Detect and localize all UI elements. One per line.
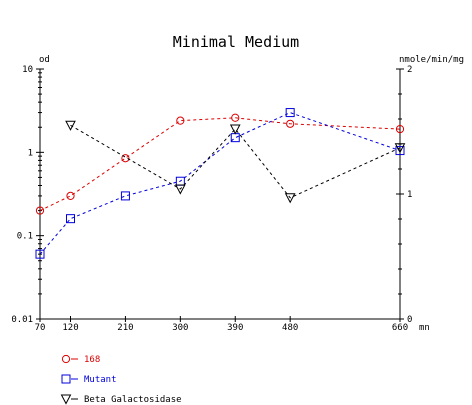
data-point-circle bbox=[176, 116, 185, 125]
data-point-circle bbox=[395, 125, 405, 134]
x-axis-tick-label: 300 bbox=[172, 323, 188, 333]
left-axis-tick-label: 1 bbox=[28, 148, 33, 158]
left-axis-tick-label: 0.1 bbox=[17, 232, 33, 242]
data-point-square bbox=[285, 108, 295, 118]
data-point-triangle bbox=[284, 193, 296, 204]
data-point-triangle bbox=[65, 120, 76, 131]
x-axis-tick-label: 390 bbox=[227, 323, 243, 333]
right-axis-label: nmole/min/mg bbox=[399, 55, 464, 65]
x-axis-unit: mn bbox=[419, 323, 430, 333]
legend-item: Beta Galactosidase bbox=[60, 394, 182, 405]
legend-label: Beta Galactosidase bbox=[84, 395, 182, 405]
legend-item: Mutant bbox=[61, 374, 117, 385]
series-beta-galactosidase bbox=[65, 120, 406, 204]
data-point-triangle bbox=[394, 143, 406, 154]
data-point-square bbox=[61, 374, 71, 384]
data-point-square bbox=[395, 146, 405, 156]
series-168 bbox=[35, 113, 405, 215]
data-point-triangle bbox=[60, 394, 72, 405]
right-axis-tick-label: 1 bbox=[407, 190, 412, 200]
legend-label: 168 bbox=[84, 355, 100, 365]
data-point-triangle bbox=[175, 184, 186, 195]
data-point-circle bbox=[286, 119, 295, 128]
data-point-circle bbox=[35, 206, 45, 215]
axes: 0.01 0.1 1 10 0 1 2 70 120 210 300 390 480 660 bbox=[11, 65, 412, 333]
left-axis-tick-label: 10 bbox=[22, 65, 33, 75]
legend-item: 168 bbox=[61, 354, 100, 365]
left-axis-tick-label: 0.01 bbox=[11, 315, 33, 325]
legend: 168 Mutant Beta Galactosidase bbox=[60, 354, 182, 405]
x-axis-tick-label: 210 bbox=[117, 323, 133, 333]
x-axis-tick-label: 480 bbox=[282, 323, 298, 333]
x-axis-tick-label: 70 bbox=[35, 323, 46, 333]
data-point-square bbox=[120, 191, 130, 201]
series-line bbox=[70, 124, 401, 199]
data-point-circle bbox=[231, 113, 240, 122]
chart-title: Minimal Medium bbox=[173, 33, 299, 51]
data-point-circle bbox=[61, 354, 71, 364]
right-axis-tick-label: 2 bbox=[407, 65, 412, 75]
x-axis-tick-label: 120 bbox=[62, 323, 78, 333]
data-point-circle bbox=[121, 154, 130, 163]
series-line bbox=[39, 117, 401, 212]
series-mutant bbox=[35, 108, 405, 259]
x-axis-tick-label: 660 bbox=[392, 323, 408, 333]
data-point-square bbox=[66, 214, 76, 224]
data-point-circle bbox=[66, 191, 75, 201]
data-point-triangle bbox=[229, 124, 241, 135]
right-axis-tick-label: 0 bbox=[407, 315, 412, 325]
legend-label: Mutant bbox=[84, 375, 117, 385]
left-axis-label: od bbox=[39, 55, 50, 65]
data-point-square bbox=[35, 249, 45, 259]
series-line bbox=[39, 112, 401, 255]
series-layer bbox=[35, 108, 406, 259]
